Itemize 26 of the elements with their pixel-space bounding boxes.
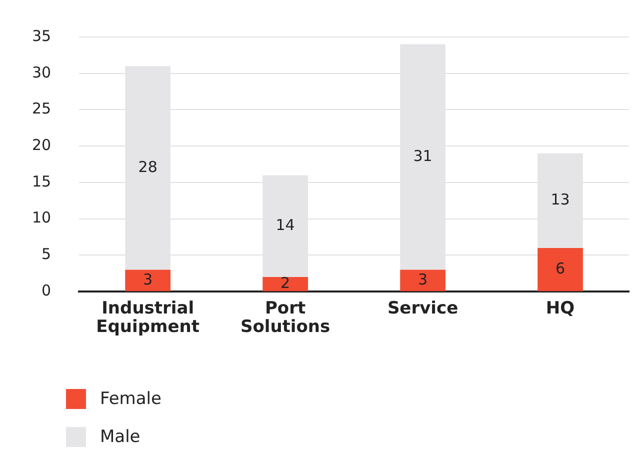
bar: [262, 277, 308, 292]
data-label: 31: [413, 146, 432, 165]
y-tick-label: 35: [32, 26, 52, 45]
data-label: 14: [276, 216, 295, 234]
y-tick-label: 10: [32, 208, 52, 227]
data-label: 3: [418, 270, 428, 288]
y-tick-label: 5: [42, 245, 52, 264]
legend-label: Female: [100, 389, 162, 409]
data-label: 3: [143, 270, 153, 288]
data-label: 6: [555, 259, 566, 278]
y-tick-label: 0: [42, 281, 52, 300]
x-tick-label: Service: [387, 298, 458, 318]
data-label: 28: [138, 158, 158, 176]
bar: [125, 270, 171, 292]
data-label: 13: [550, 190, 570, 209]
y-tick-label: 25: [32, 100, 52, 118]
x-tick-label: Port Solutions: [240, 298, 330, 338]
x-tick-label: HQ: [546, 298, 575, 318]
bar: [538, 248, 583, 292]
x-tick-label: Industrial Equipment: [96, 298, 200, 338]
y-tick-label: 20: [32, 136, 52, 154]
y-tick-label: 30: [32, 63, 52, 82]
data-label: 2: [280, 274, 290, 292]
bar: [400, 270, 446, 292]
legend-label: Male: [100, 427, 140, 447]
y-tick-label: 15: [32, 172, 52, 190]
